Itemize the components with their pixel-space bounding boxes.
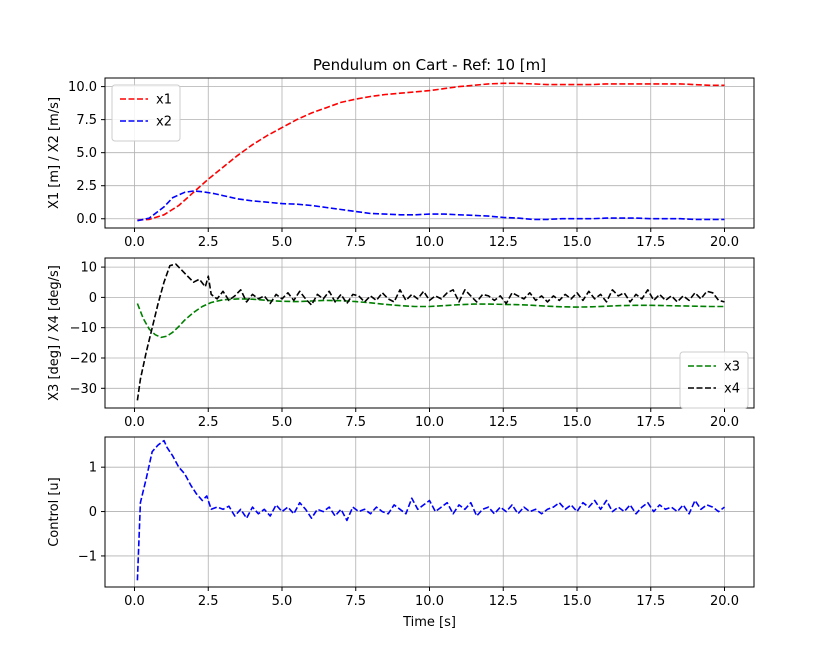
x-tick-label: 2.5	[198, 415, 219, 430]
legend-label: x2	[156, 115, 172, 130]
x-tick-label: 10.0	[415, 235, 444, 250]
y-tick-label: 0	[89, 291, 97, 306]
x-tick-label: 15.0	[563, 235, 592, 250]
y-tick-label: 7.5	[76, 113, 97, 128]
y-tick-label: −20	[70, 352, 97, 367]
x-tick-label: 2.5	[198, 594, 219, 609]
x-tick-label: 10.0	[415, 415, 444, 430]
legend-label: x4	[724, 382, 740, 397]
x-tick-label: 17.5	[636, 594, 665, 609]
y-tick-label: 1	[89, 461, 97, 476]
series-line-x2	[137, 190, 725, 222]
y-axis-label: X1 [m] / X2 [m/s]	[47, 97, 62, 209]
series-line-control	[136, 439, 725, 581]
x-tick-label: 12.5	[489, 235, 518, 250]
legend-label: x1	[156, 93, 172, 108]
x-tick-label: 20.0	[710, 594, 739, 609]
panel-2: 0.0 2.5 5.0 7.5 10.0 12.5 15.0 17.5 20.0 −30 −20 −1…	[47, 257, 755, 430]
x-tick-label: 17.5	[636, 415, 665, 430]
y-tick-label: −10	[70, 321, 97, 336]
y-tick-label: 0.0	[76, 212, 97, 227]
x-tick-label: 7.5	[345, 594, 366, 609]
y-tick-label: 5.0	[76, 146, 97, 161]
x-tick-label: 12.5	[489, 594, 518, 609]
y-tick-label: 2.5	[76, 179, 97, 194]
x-tick-label: 15.0	[563, 594, 592, 609]
series-line-x4	[136, 263, 725, 401]
x-tick-label: 7.5	[345, 415, 366, 430]
x-tick-label: 5.0	[272, 235, 293, 250]
x-tick-label: 20.0	[710, 415, 739, 430]
x-tick-label: 17.5	[636, 235, 665, 250]
x-tick-label: 0.0	[124, 235, 145, 250]
x-tick-label: 10.0	[415, 594, 444, 609]
x-tick-label: 0.0	[124, 594, 145, 609]
x-axis-label: Time [s]	[402, 615, 456, 630]
x-tick-label: 7.5	[345, 235, 366, 250]
x-tick-label: 5.0	[272, 594, 293, 609]
y-tick-label: −1	[78, 549, 97, 564]
series-line-x1	[137, 82, 725, 221]
panel-1: 0.0 2.5 5.0 7.5 10.0 12.5 15.0 17.5 20.0 0.0 2.5 5.…	[47, 56, 755, 250]
x-tick-label: 12.5	[489, 415, 518, 430]
x-tick-label: 2.5	[198, 235, 219, 250]
y-tick-label: 10	[80, 261, 97, 276]
x-tick-label: 0.0	[124, 415, 145, 430]
x-tick-label: 15.0	[563, 415, 592, 430]
y-tick-label: 0	[89, 505, 97, 520]
legend-label: x3	[724, 360, 740, 375]
x-tick-label: 5.0	[272, 415, 293, 430]
chart-title: Pendulum on Cart - Ref: 10 [m]	[313, 56, 546, 74]
x-tick-label: 20.0	[710, 235, 739, 250]
series-line-x3	[136, 298, 725, 339]
y-tick-label: 10.0	[68, 80, 97, 95]
y-axis-label: X3 [deg] / X4 [deg/s]	[47, 265, 62, 401]
panel-3: 0.0 2.5 5.0 7.5 10.0 12.5 15.0 17.5 20.0 −1 0 1 Cont…	[47, 436, 755, 630]
y-tick-label: −30	[70, 382, 97, 397]
y-axis-label: Control [u]	[47, 477, 62, 547]
